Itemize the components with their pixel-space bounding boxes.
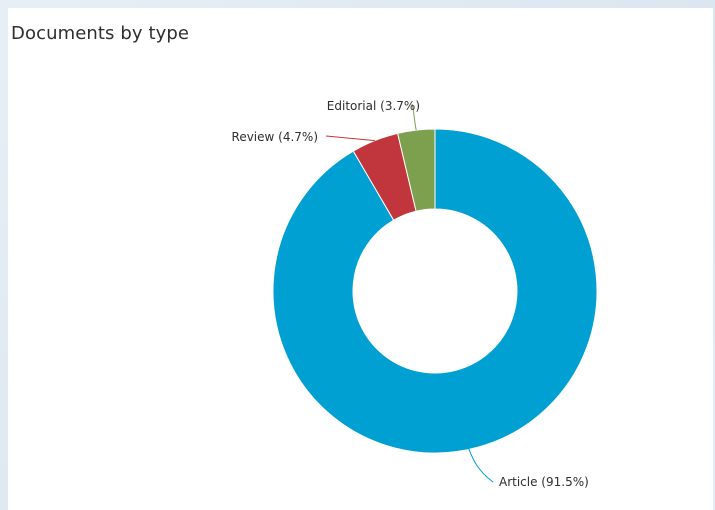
slice-label-editorial: Editorial (3.7%)	[327, 99, 420, 113]
leader-line-article	[467, 447, 494, 483]
leader-lines	[325, 103, 494, 483]
chart-card: Documents by type Article (91.5%) Review …	[8, 8, 713, 510]
slice-label-review: Review (4.7%)	[232, 130, 318, 144]
slice-label-article: Article (91.5%)	[499, 475, 589, 489]
leader-line-review	[325, 135, 375, 142]
donut-slices	[272, 128, 598, 454]
chart-title: Documents by type	[11, 23, 190, 44]
leader-line-editorial	[411, 103, 417, 131]
slice-labels: Article (91.5%) Review (4.7%) Editorial (3…	[232, 99, 589, 489]
donut-chart: Article (91.5%) Review (4.7%) Editorial (3…	[232, 99, 598, 489]
slice-editorial[interactable]	[397, 128, 436, 212]
slice-article[interactable]	[272, 128, 598, 454]
